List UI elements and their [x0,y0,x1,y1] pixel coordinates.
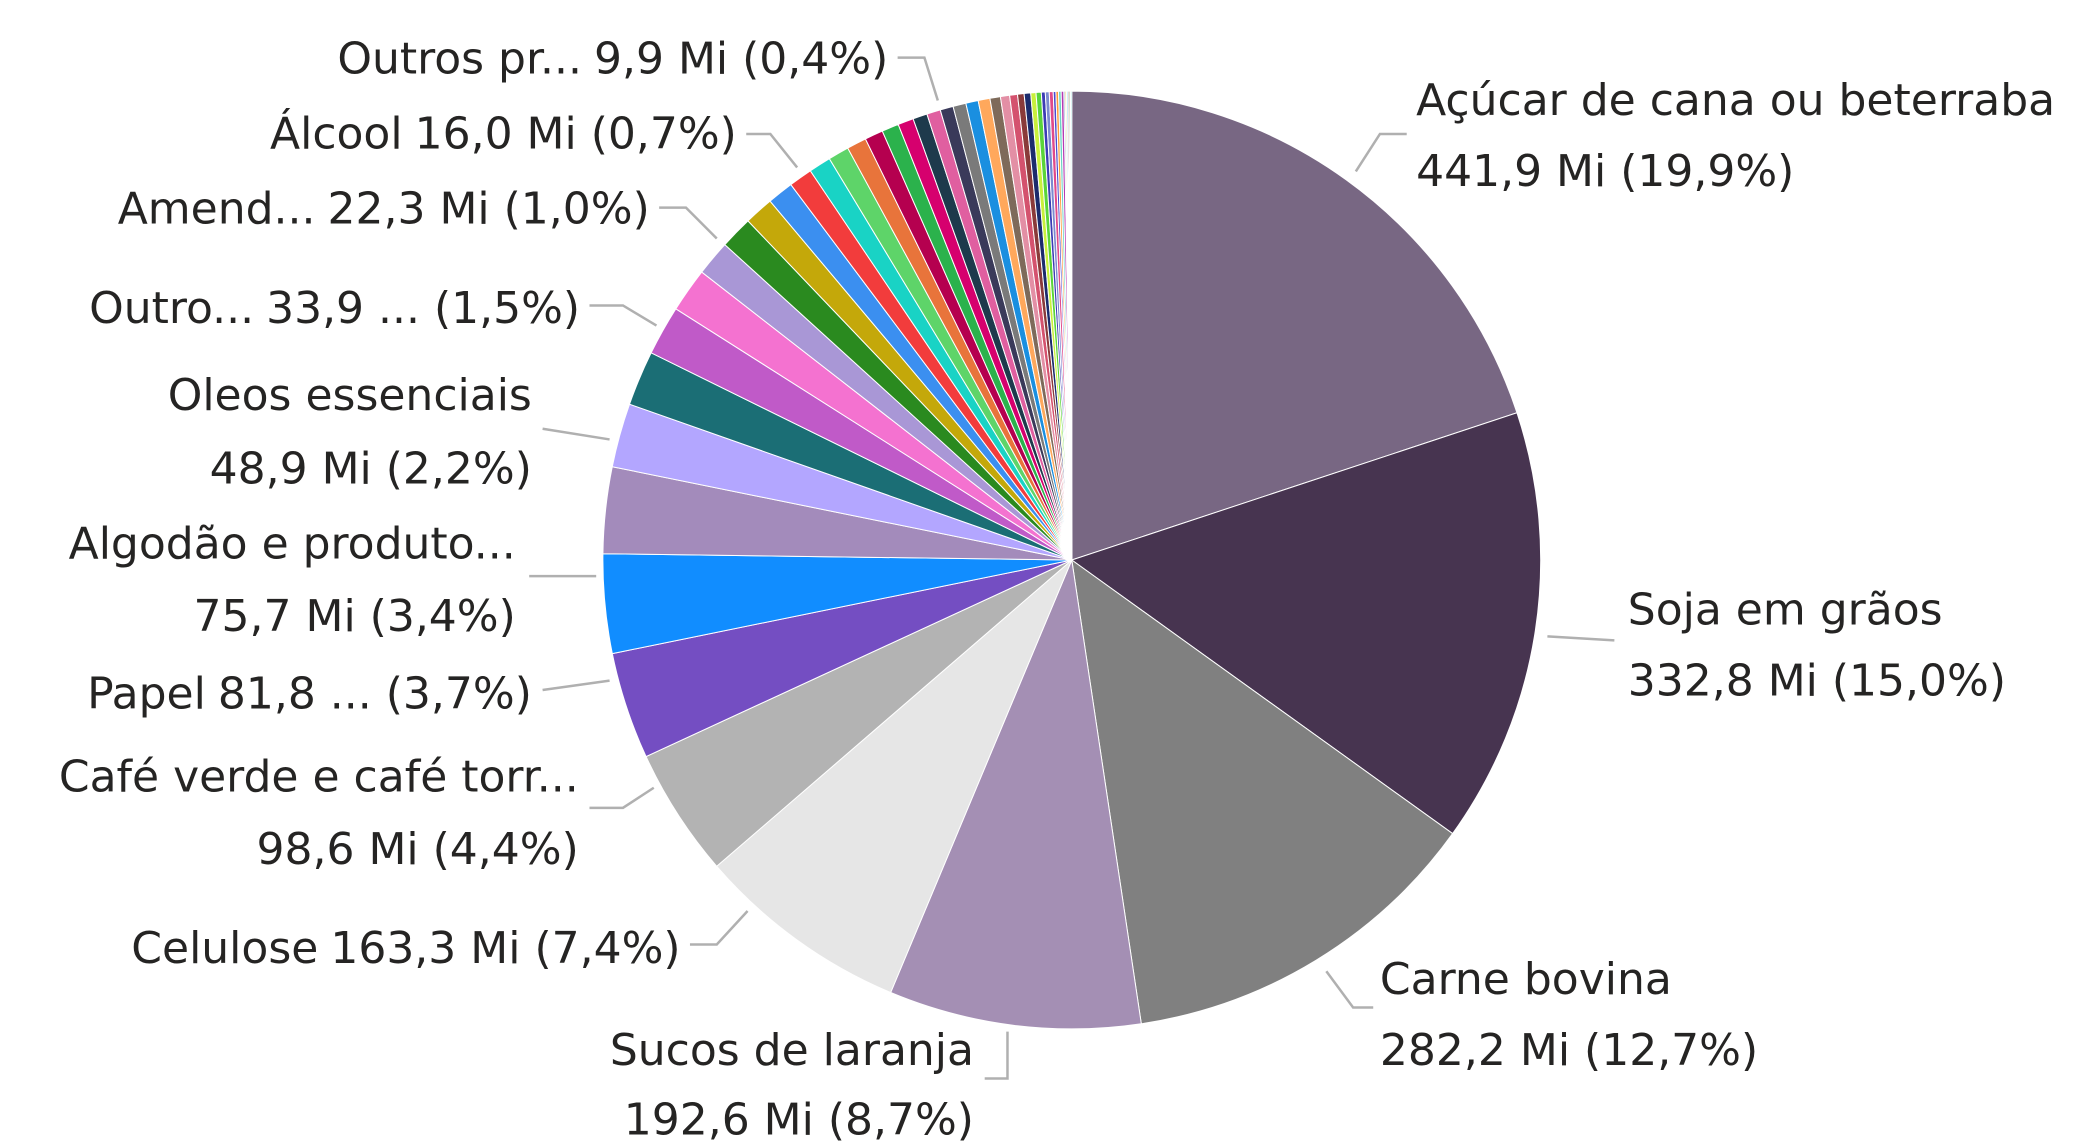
leader-line [897,56,940,101]
leader-line [1354,132,1407,173]
slice-label: Carne bovina [1380,954,1672,1005]
slice-value-label: 16,0 Mi (0,7%) [415,109,737,160]
slice-value-label: 22,3 Mi (1,0%) [328,184,650,235]
leader-line [589,786,655,810]
slice-value-label: 192,6 Mi (8,7%) [624,1095,974,1146]
slice-label: Celulose [131,923,318,974]
slice-label: Açúcar de cana ou beterraba [1416,75,2055,126]
leader-line [984,1031,1009,1080]
slice-label: Algodão e produto... [69,519,516,570]
pie-slice [716,559,1073,994]
leader-line [542,679,610,692]
slice-label-group: Amend... 22,3 Mi (1,0%) [118,184,650,235]
slice-value-label: 9,9 Mi (0,4%) [594,34,888,85]
slice-value-label: 441,9 Mi (19,9%) [1416,146,1794,197]
leader-line [589,304,658,327]
slice-value-label: 81,8 ... (3,7%) [218,669,532,720]
slice-value-label: 282,2 Mi (12,7%) [1380,1025,1758,1076]
slice-label-group: Papel 81,8 ... (3,7%) [87,669,532,720]
slice-label: Outros pr... [337,34,582,85]
slice-value-label: 163,3 Mi (7,4%) [330,923,680,974]
slice-value-label: 332,8 Mi (15,0%) [1628,655,2006,706]
pie-slice [1071,558,1454,1025]
slice-value-label: 48,9 Mi (2,2%) [210,444,532,495]
leader-line [659,206,718,240]
slice-value-label: 75,7 Mi (3,4%) [194,591,516,642]
slice-label: Outro... [89,283,254,334]
leader-line [542,427,610,441]
leader-line [746,132,799,169]
pie-slice [890,558,1142,1030]
pie-slice [1070,412,1542,835]
slice-value-label: 33,9 ... (1,5%) [266,283,580,334]
slice-value-label: 98,6 Mi (4,4%) [257,824,579,875]
leader-line [1547,635,1615,642]
slice-label: Café verde e café torr... [59,752,579,803]
slice-label-group: Celulose 163,3 Mi (7,4%) [131,923,680,974]
slice-label: Amend... [118,184,316,235]
slice-label: Sucos de laranja [610,1025,974,1076]
pie-slice [1069,90,1073,561]
slice-label: Papel [87,669,206,720]
slice-label-group: Outros pr... 9,9 Mi (0,4%) [337,34,888,85]
slice-label-group: Outro... 33,9 ... (1,5%) [89,283,580,334]
slice-label-group: Álcool 16,0 Mi (0,7%) [270,107,737,160]
pie-slice [1071,90,1518,561]
slice-label: Soja em grãos [1628,584,1943,635]
leader-line [1325,970,1374,1009]
leader-line [689,910,749,946]
slice-label: Oleos essenciais [168,370,532,421]
slice-label: Álcool [270,107,403,160]
